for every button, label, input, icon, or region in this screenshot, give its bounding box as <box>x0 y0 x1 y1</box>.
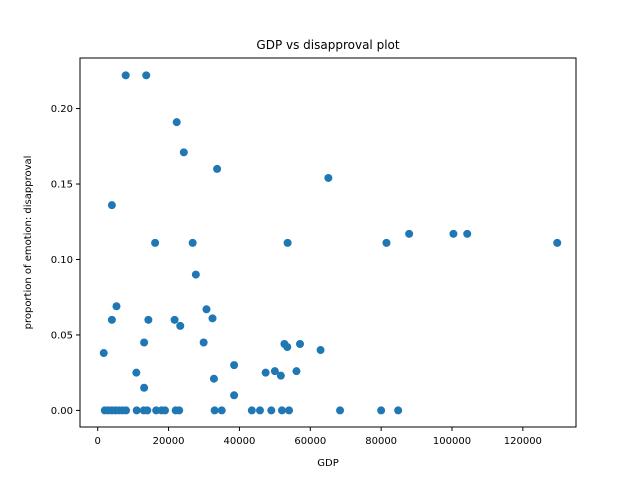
data-point <box>112 302 121 311</box>
data-point <box>285 406 294 415</box>
data-point <box>140 338 149 347</box>
data-point <box>107 315 116 324</box>
data-point <box>144 315 153 324</box>
data-point <box>161 406 170 415</box>
data-point <box>210 406 219 415</box>
data-point <box>151 238 160 247</box>
data-point <box>261 368 270 377</box>
data-point <box>132 406 141 415</box>
data-point <box>176 321 185 330</box>
x-tick-label: 40000 <box>224 436 256 447</box>
data-point <box>202 305 211 314</box>
x-tick-label: 0 <box>95 436 101 447</box>
data-point <box>276 371 285 380</box>
y-tick-label: 0.15 <box>51 180 73 191</box>
data-point <box>382 238 391 247</box>
y-tick-label: 0.00 <box>51 406 73 417</box>
x-tick-label: 100000 <box>433 436 471 447</box>
data-point <box>121 71 130 80</box>
data-point <box>405 229 414 238</box>
x-axis-label: GDP <box>317 458 338 469</box>
data-point <box>142 71 151 80</box>
x-tick-label: 80000 <box>365 436 397 447</box>
data-point <box>553 238 562 247</box>
y-tick-label: 0.05 <box>51 330 73 341</box>
data-point <box>179 148 188 157</box>
data-point <box>208 314 217 323</box>
data-point <box>209 374 218 383</box>
data-point <box>132 368 141 377</box>
data-point <box>255 406 264 415</box>
data-point <box>463 229 472 238</box>
data-point <box>316 346 325 355</box>
data-point <box>283 238 292 247</box>
data-point <box>292 367 301 376</box>
data-point <box>213 164 222 173</box>
data-point <box>336 406 345 415</box>
data-point <box>188 238 197 247</box>
data-point <box>99 349 108 358</box>
data-point <box>296 339 305 348</box>
data-point <box>277 406 286 415</box>
data-point <box>143 406 152 415</box>
plot-frame <box>79 57 577 428</box>
data-point <box>175 406 184 415</box>
data-point <box>107 201 116 210</box>
data-point <box>449 229 458 238</box>
data-point <box>377 406 386 415</box>
data-point <box>217 406 226 415</box>
data-point <box>199 338 208 347</box>
y-tick-label: 0.20 <box>51 104 73 115</box>
data-point <box>230 391 239 400</box>
y-axis-label: proportion of emotion: disapproval <box>23 156 34 330</box>
data-point <box>283 343 292 352</box>
x-axis-ticks: 0 20000 40000 60000 80000 100000 120000 <box>95 427 542 447</box>
x-tick-label: 120000 <box>504 436 542 447</box>
chart-title: GDP vs disapproval plot <box>256 38 399 52</box>
data-point <box>324 173 333 182</box>
data-point <box>247 406 256 415</box>
data-point <box>191 270 200 279</box>
x-tick-label: 20000 <box>153 436 185 447</box>
y-tick-label: 0.10 <box>51 255 73 266</box>
data-point <box>394 406 403 415</box>
data-point <box>170 315 179 324</box>
data-point <box>140 383 149 392</box>
y-axis-ticks: 0.00 0.05 0.10 0.15 0.20 <box>51 104 80 417</box>
plot-area <box>80 58 576 427</box>
data-point <box>122 406 131 415</box>
data-points <box>99 71 562 415</box>
data-point <box>270 367 279 376</box>
data-point <box>267 406 276 415</box>
data-point <box>172 118 181 127</box>
data-point <box>230 361 239 370</box>
x-tick-label: 60000 <box>294 436 326 447</box>
